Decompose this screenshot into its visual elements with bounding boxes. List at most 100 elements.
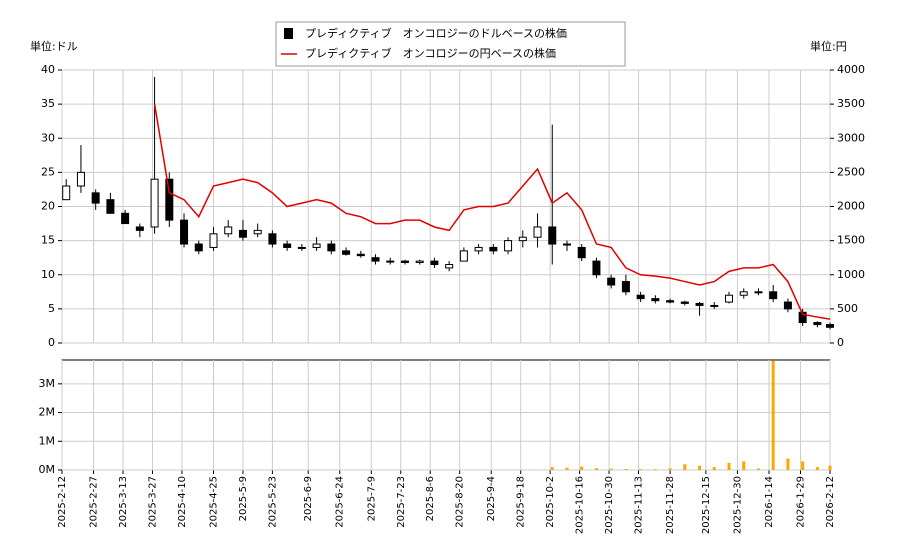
- yen-line: [153, 104, 831, 320]
- y-tick-label: 0: [48, 336, 55, 349]
- candle-body: [666, 300, 675, 303]
- candle-body: [400, 260, 409, 263]
- candle-body: [798, 311, 807, 324]
- x-tick-label: 2025-4-10: [177, 476, 188, 528]
- candle-body: [826, 324, 834, 328]
- candle-body: [621, 281, 630, 293]
- x-tick-label: 2025-8-6: [425, 476, 436, 521]
- candle-body: [91, 192, 100, 204]
- y2-label: 単位:円: [810, 39, 847, 53]
- candle-body: [76, 171, 85, 187]
- candle-body: [607, 277, 616, 286]
- volume-bar: [771, 360, 775, 470]
- candle-body: [710, 304, 719, 307]
- candle-body: [813, 322, 822, 326]
- y-tick-label: 15: [41, 234, 55, 247]
- candle-body: [754, 291, 763, 294]
- y2-tick-label: 0: [837, 336, 844, 349]
- candle-body: [680, 301, 689, 304]
- candle-body: [592, 260, 601, 276]
- y-tick-label: 25: [41, 165, 55, 178]
- candle-body: [253, 229, 262, 235]
- y-label: 単位:ドル: [30, 39, 78, 53]
- x-tick-label: 2025-11-28: [665, 476, 676, 534]
- y2-tick-label: 3000: [837, 131, 865, 144]
- y2-tick-label: 2500: [837, 165, 865, 178]
- candle-body: [106, 199, 115, 214]
- candle-body: [533, 226, 542, 238]
- x-tick-label: 2025-9-18: [516, 476, 527, 528]
- candle-body: [356, 253, 365, 257]
- x-tick-label: 2025-10-2: [545, 476, 556, 528]
- candle-body: [327, 243, 336, 252]
- volume-bar: [668, 468, 672, 470]
- candle-body: [121, 212, 130, 225]
- y-tick-label: 10: [41, 268, 55, 281]
- volume-bar: [727, 462, 731, 470]
- candle-body: [135, 226, 144, 231]
- volume-bar: [698, 465, 702, 470]
- volume-bar: [756, 468, 760, 470]
- volume-bar: [786, 458, 790, 470]
- candle-body: [150, 178, 159, 228]
- x-tick-label: 2025-12-30: [732, 476, 743, 534]
- volume-bar: [712, 467, 716, 470]
- y2-tick-label: 3500: [837, 97, 865, 110]
- x-tick-label: 2025-11-13: [634, 476, 645, 534]
- x-tick-label: 2025-9-4: [486, 476, 497, 521]
- candle-body: [224, 226, 233, 235]
- x-tick-label: 2025-6-9: [303, 476, 314, 521]
- candle-body: [165, 178, 174, 221]
- x-tick-label: 2025-7-9: [366, 476, 377, 521]
- volume-bar: [828, 465, 832, 470]
- volume-bar: [742, 461, 746, 470]
- candle-body: [562, 243, 571, 246]
- candle-body: [577, 246, 586, 259]
- x-tick-label: 2025-2-27: [89, 476, 100, 528]
- candle-body: [430, 260, 439, 266]
- volume-bar: [683, 464, 687, 470]
- volume-tick-label: 0M: [39, 463, 56, 476]
- x-tick-label: 2025-6-24: [335, 476, 346, 528]
- candle-body: [489, 246, 498, 252]
- candle-body: [518, 236, 527, 242]
- candle-body: [194, 243, 203, 252]
- y-tick-label: 20: [41, 200, 55, 213]
- volume-bar: [594, 468, 598, 470]
- candle-body: [371, 257, 380, 262]
- x-tick-label: 2026-1-29: [796, 476, 807, 528]
- candle-body: [209, 233, 218, 248]
- x-tick-label: 2025-8-20: [455, 476, 466, 528]
- y2-tick-label: 1000: [837, 268, 865, 281]
- y-tick-label: 30: [41, 131, 55, 144]
- volume-tick-label: 2M: [39, 406, 56, 419]
- x-tick-label: 2025-3-13: [118, 476, 129, 528]
- candle-body: [283, 243, 292, 248]
- candle-body: [180, 219, 189, 245]
- x-tick-label: 2025-3-27: [147, 476, 158, 528]
- x-tick-label: 2025-4-25: [208, 476, 219, 528]
- volume-tick-label: 1M: [39, 434, 56, 447]
- volume-bar: [624, 468, 628, 470]
- candle-body: [548, 226, 557, 245]
- x-tick-label: 2025-5-9: [238, 476, 249, 521]
- candle-body: [474, 246, 483, 252]
- y-tick-label: 35: [41, 97, 55, 110]
- x-tick-label: 2025-7-23: [396, 476, 407, 528]
- x-tick-label: 2025-2-12: [57, 476, 68, 528]
- candle-body: [297, 246, 306, 249]
- y2-tick-label: 500: [837, 302, 858, 315]
- candle-body: [651, 298, 660, 302]
- candle-body: [636, 294, 645, 300]
- candle-body: [783, 301, 792, 310]
- volume-bar: [609, 468, 613, 470]
- y-tick-label: 5: [48, 302, 55, 315]
- candle-body: [504, 240, 513, 252]
- candle-body: [312, 243, 321, 248]
- y-tick-label: 40: [41, 63, 55, 76]
- x-tick-label: 2026-2-12: [825, 476, 836, 528]
- y2-tick-label: 4000: [837, 63, 865, 76]
- legend-swatch: [284, 28, 293, 39]
- volume-bar: [639, 469, 643, 470]
